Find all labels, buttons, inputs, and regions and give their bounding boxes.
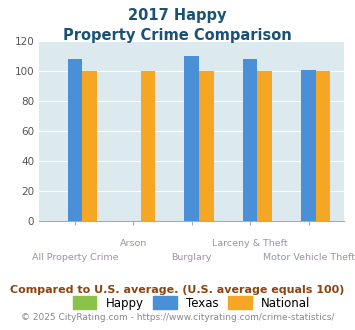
Bar — [141, 71, 155, 221]
Text: Compared to U.S. average. (U.S. average equals 100): Compared to U.S. average. (U.S. average … — [10, 285, 345, 295]
Text: Property Crime Comparison: Property Crime Comparison — [63, 28, 292, 43]
Bar — [184, 56, 199, 221]
Bar — [67, 59, 82, 221]
Text: © 2025 CityRating.com - https://www.cityrating.com/crime-statistics/: © 2025 CityRating.com - https://www.city… — [21, 313, 334, 322]
Bar — [82, 71, 97, 221]
Text: 2017 Happy: 2017 Happy — [128, 8, 227, 23]
Text: Burglary: Burglary — [171, 253, 212, 262]
Bar — [257, 71, 272, 221]
Text: Arson: Arson — [120, 239, 147, 248]
Text: Motor Vehicle Theft: Motor Vehicle Theft — [263, 253, 355, 262]
Bar — [199, 71, 214, 221]
Legend: Happy, Texas, National: Happy, Texas, National — [68, 292, 316, 314]
Text: All Property Crime: All Property Crime — [32, 253, 118, 262]
Text: Larceny & Theft: Larceny & Theft — [212, 239, 288, 248]
Bar — [301, 70, 316, 221]
Bar — [243, 59, 257, 221]
Bar — [316, 71, 331, 221]
